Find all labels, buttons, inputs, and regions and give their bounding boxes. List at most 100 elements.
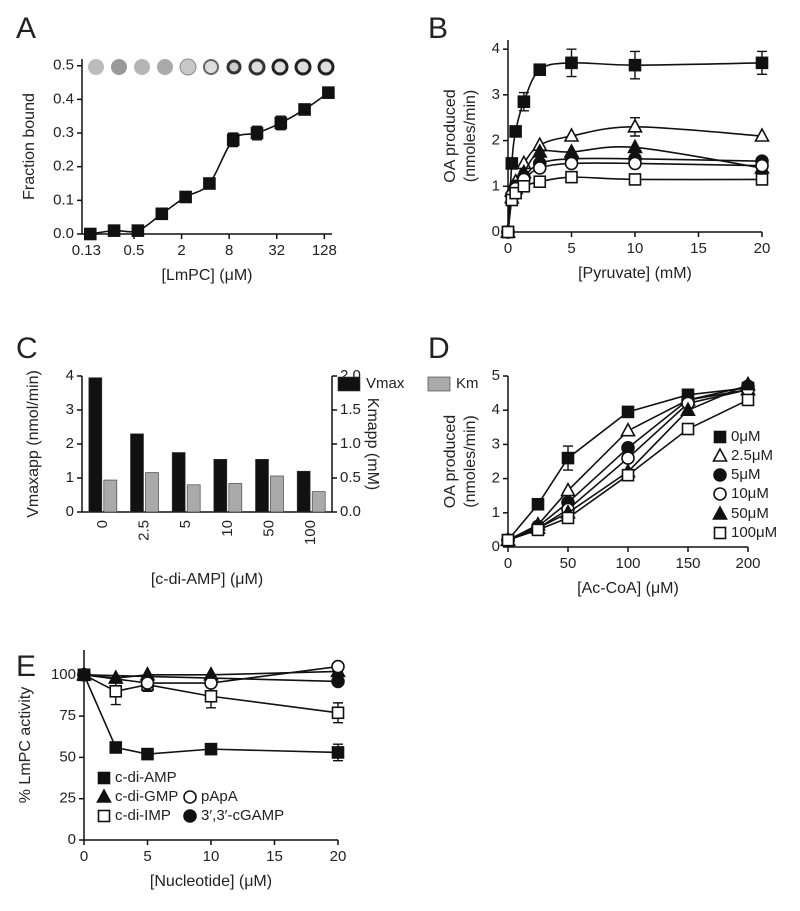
x-axis-label: [Nucleotide] (μM)	[150, 873, 272, 890]
x-tick-label: 100	[615, 555, 640, 572]
x-tick-label: 15	[266, 848, 283, 865]
data-point	[561, 451, 575, 465]
legend-marker	[97, 809, 111, 823]
bar	[311, 491, 326, 513]
x-axis-label: [LmPC] (μM)	[162, 267, 253, 284]
data-point	[621, 468, 635, 482]
legend-marker	[183, 790, 197, 804]
x-tick-label: 100	[302, 520, 319, 545]
data-point	[322, 86, 335, 99]
data-point	[226, 133, 240, 147]
x-axis-label: [Ac-CoA] (μM)	[577, 580, 679, 597]
data-point	[755, 158, 769, 173]
y-tick-label: 5	[492, 367, 500, 384]
data-point	[331, 674, 345, 689]
x-tick-label: 0	[504, 555, 512, 572]
bar	[213, 458, 228, 513]
y2-axis-label: Kmapp (mM)	[364, 398, 381, 490]
panel-letter: D	[428, 332, 450, 365]
x-tick-label: 50	[560, 555, 577, 572]
x-tick-label: 20	[754, 240, 771, 257]
x-tick-label: 0	[504, 240, 512, 257]
data-point	[274, 116, 288, 130]
x-tick-label: 8	[225, 242, 233, 259]
data-point	[532, 161, 547, 175]
y-tick-label: 0.4	[53, 90, 74, 107]
x-tick-label: 150	[675, 555, 700, 572]
y-axis-label: OA produced	[442, 415, 459, 508]
bar	[171, 452, 186, 513]
data-point	[83, 227, 97, 241]
legend-label: Km	[456, 375, 479, 392]
data-point	[533, 63, 547, 77]
x-tick-label: 128	[312, 242, 337, 259]
legend-label: Vmax	[366, 375, 405, 392]
legend-marker	[97, 771, 111, 785]
y-axis-label: (nmoles/min)	[462, 90, 479, 182]
spot	[248, 58, 266, 76]
y-tick-label: 0.5	[53, 57, 74, 74]
x-tick-label: 10	[219, 520, 236, 537]
y-tick-label: 1	[66, 469, 74, 486]
data-point	[620, 422, 636, 437]
y-tick-label: 50	[59, 748, 76, 765]
y-tick-label: 1	[492, 504, 500, 521]
x-tick-label: 5	[567, 240, 575, 257]
y-tick-label: 4	[492, 401, 500, 418]
y-tick-label: 0	[492, 223, 500, 240]
spot	[157, 59, 173, 75]
x-axis-label: [c-di-AMP] (μM)	[151, 571, 263, 588]
legend-label: 10μM	[731, 485, 769, 502]
panel-letter: C	[16, 332, 38, 365]
data-point	[203, 177, 216, 190]
panel-letter: A	[16, 12, 36, 45]
y-tick-label: 0	[68, 831, 76, 848]
data-point	[628, 156, 642, 171]
data-point	[754, 127, 770, 142]
data-point	[621, 451, 635, 465]
x-tick-label: 32	[268, 242, 285, 259]
data-point	[741, 393, 755, 407]
y-tick-label: 0.1	[53, 191, 74, 208]
bar	[103, 479, 118, 513]
x-tick-label: 0	[80, 848, 88, 865]
x-tick-label: 5	[177, 520, 194, 528]
legend-swatch	[427, 376, 451, 392]
y-tick-label: 0.2	[53, 158, 74, 175]
data-point	[505, 157, 519, 170]
legend-marker	[712, 447, 728, 462]
x-tick-label: 5	[143, 848, 151, 865]
data-point	[755, 173, 769, 186]
data-point	[109, 741, 123, 754]
data-point	[107, 224, 121, 237]
data-point	[501, 225, 515, 239]
series-line	[83, 665, 339, 684]
spot	[134, 59, 150, 75]
data-point	[331, 659, 345, 674]
data-point	[517, 95, 531, 109]
y2-tick-label: 0.0	[340, 503, 361, 520]
spot	[294, 58, 312, 76]
data-point	[755, 56, 769, 70]
y-axis-label: % LmPC activity	[17, 687, 34, 803]
bar	[296, 470, 311, 513]
y-tick-label: 1	[492, 177, 500, 194]
bar	[88, 377, 103, 513]
legend-marker	[96, 788, 112, 803]
spot	[317, 58, 335, 76]
y-tick-label: 2	[66, 435, 74, 452]
y-tick-label: 0.0	[53, 225, 74, 242]
y-tick-label: 3	[66, 401, 74, 418]
legend-label: 2.5μM	[731, 447, 773, 464]
data-point	[109, 685, 123, 698]
data-point	[509, 186, 522, 200]
data-point	[565, 170, 578, 184]
data-point	[628, 58, 642, 72]
bar	[130, 433, 144, 513]
data-point	[501, 533, 515, 547]
data-point	[564, 156, 579, 171]
y-tick-label: 3	[492, 86, 500, 103]
legend-label: pApA	[201, 788, 238, 805]
y2-tick-label: 1.5	[340, 401, 361, 418]
legend-marker	[712, 505, 728, 520]
